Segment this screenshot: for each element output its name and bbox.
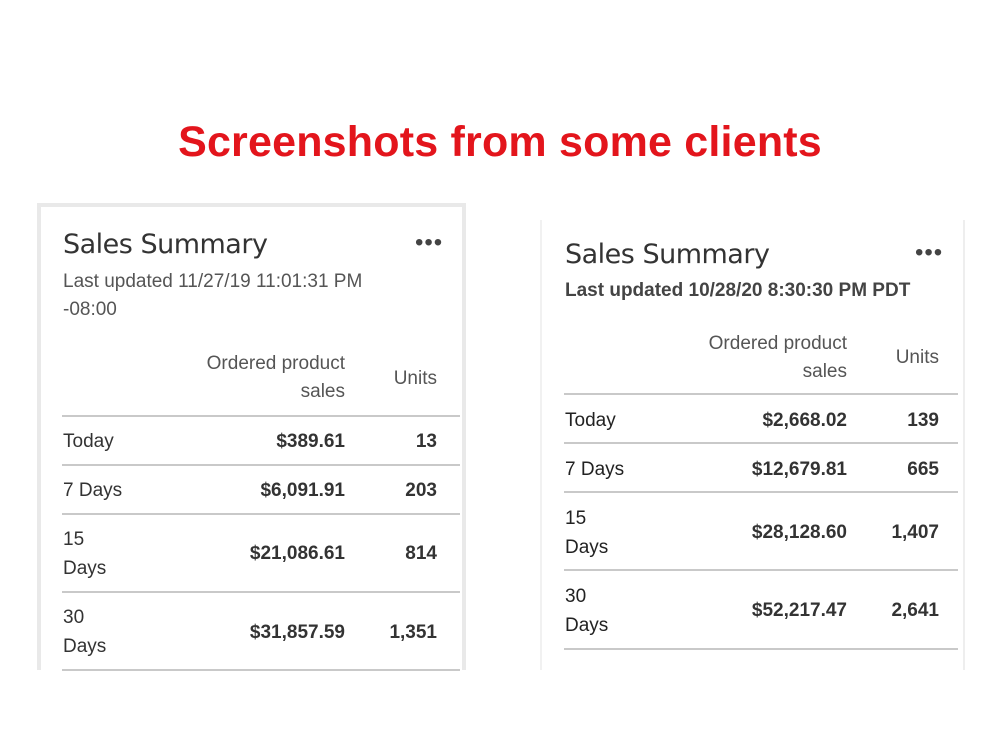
row-units-value: 665 [907,459,939,480]
table-divider [62,464,460,466]
table-divider [564,569,958,571]
row-label: 15 [63,529,85,550]
row-sales-value: $12,679.81 [751,459,847,480]
row-label: Today [565,410,616,431]
row-units-value: 1,351 [389,622,437,643]
last-updated-text: Last updated 11/27/19 11:01:31 PM [63,271,363,292]
column-header-units: Units [393,368,437,389]
sales-summary-card-right: Sales Summary ••• Last updated 10/28/20 … [540,220,965,670]
table-divider [62,415,460,417]
row-label-unit: Days [565,615,609,636]
row-sales-value: $2,668.02 [762,410,847,431]
row-units-value: 1,407 [891,522,939,543]
table-divider [62,669,460,671]
table-divider [564,491,958,493]
row-sales-value: $31,857.59 [249,622,345,643]
row-label: 7 Days [565,459,625,480]
row-sales-value: $28,128.60 [751,522,847,543]
row-label: 30 [565,586,587,607]
table-divider [564,393,958,395]
last-updated-offset: -08:00 [63,299,117,320]
column-header-sales: Ordered product sales [206,353,345,402]
more-horizontal-icon[interactable]: ••• [915,239,944,266]
table-divider [62,513,460,515]
row-units-value: 13 [415,431,437,452]
row-label-unit: Days [565,537,609,558]
row-units-value: 2,641 [891,600,939,621]
card-title: Sales Summary [63,229,268,260]
row-label: 7 Days [63,480,123,501]
table-divider [62,591,460,593]
row-units-value: 139 [907,410,939,431]
table-divider [564,648,958,650]
row-sales-value: $21,086.61 [249,543,345,564]
row-label: 15 [565,508,587,529]
column-header-units: Units [895,347,939,368]
table-divider [564,442,958,444]
row-label: 30 [63,607,85,628]
sales-summary-card-left: Sales Summary ••• Last updated 11/27/19 … [37,203,466,671]
row-units-value: 814 [405,543,437,564]
more-horizontal-icon[interactable]: ••• [415,229,444,256]
card-title: Sales Summary [565,239,770,270]
column-header-sales: Ordered product sales [708,333,847,382]
last-updated-text: Last updated 10/28/20 8:30:30 PM PDT [565,280,911,301]
row-label-unit: Days [63,558,107,579]
row-units-value: 203 [405,480,437,501]
row-sales-value: $52,217.47 [751,600,847,621]
row-sales-value: $6,091.91 [260,480,345,501]
row-sales-value: $389.61 [276,431,345,452]
slide-title: Screenshots from some clients [178,118,822,166]
row-label: Today [63,431,114,452]
row-label-unit: Days [63,636,107,657]
